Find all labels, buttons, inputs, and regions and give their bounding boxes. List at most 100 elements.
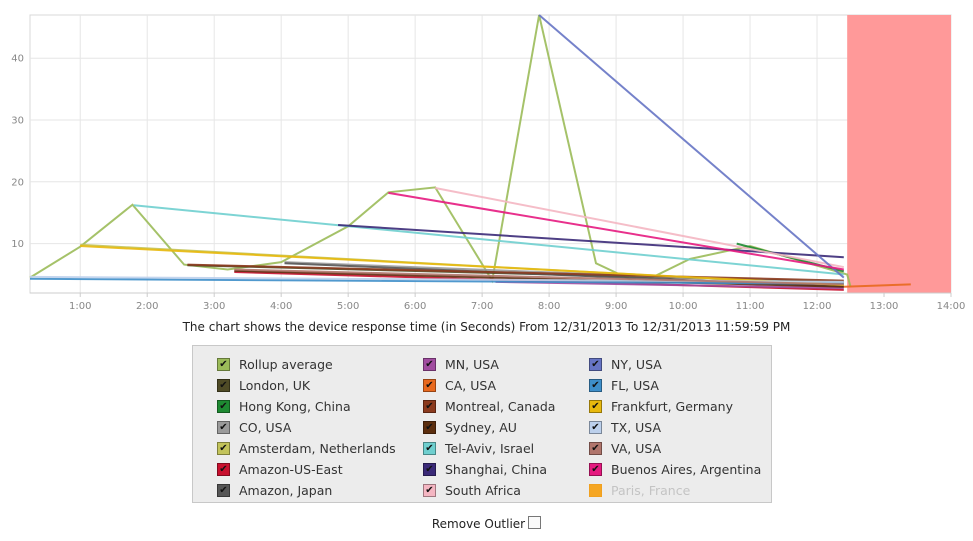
legend-checkbox-checked-icon[interactable]: ✔ [589,358,602,371]
remove-outlier-checkbox[interactable] [528,516,542,529]
y-tick-label: 20 [11,177,24,188]
legend-checkbox-checked-icon[interactable]: ✔ [589,442,602,455]
legend-item-buenos-aires-argentina[interactable]: ✔ Buenos Aires, Argentina [589,459,769,480]
legend-label: CA, USA [445,378,497,393]
legend-label: Amsterdam, Netherlands [239,441,396,456]
series-line-va-usa[interactable] [234,268,844,286]
y-tick-label: 40 [11,54,24,65]
series-line-buenos-aires-argentina[interactable] [388,191,844,271]
series-line-montreal-canada[interactable] [187,263,844,282]
legend-checkbox-checked-icon[interactable]: ✔ [589,421,602,434]
legend-checkbox-unchecked-icon[interactable] [589,484,602,497]
legend-label: FL, USA [611,378,659,393]
legend-item-amazon-us-east[interactable]: ✔ Amazon-US-East [217,459,423,480]
legend-checkbox-checked-icon[interactable]: ✔ [217,442,230,455]
x-tick-label: 2:00 [136,301,158,312]
legend-item-rollup-average[interactable]: ✔ Rollup average [217,354,423,375]
x-tick-label: 13:00 [870,301,899,312]
highlight-band [847,15,951,293]
series-line-south-africa[interactable] [435,187,844,269]
plot-area [29,14,952,294]
legend-item-tx-usa[interactable]: ✔ TX, USA [589,417,769,438]
series-line-sydney-au[interactable] [234,269,844,288]
legend-checkbox-checked-icon[interactable]: ✔ [589,379,602,392]
legend-checkbox-checked-icon[interactable]: ✔ [217,421,230,434]
chart-caption: The chart shows the device response time… [182,320,791,334]
legend-item-montreal-canada[interactable]: ✔ Montreal, Canada [423,396,589,417]
legend-item-hong-kong-china[interactable]: ✔ Hong Kong, China [217,396,423,417]
legend-item-ny-usa[interactable]: ✔ NY, USA [589,354,769,375]
x-tick-label: 8:00 [538,301,560,312]
legend-checkbox-checked-icon[interactable]: ✔ [217,484,230,497]
legend-checkbox-checked-icon[interactable]: ✔ [217,358,230,371]
legend-label: Montreal, Canada [445,399,556,414]
legend-label: MN, USA [445,357,499,372]
legend-label: VA, USA [611,441,662,456]
legend-label: NY, USA [611,357,662,372]
x-tick-label: 6:00 [404,301,426,312]
legend-checkbox-checked-icon[interactable]: ✔ [217,463,230,476]
legend-label: London, UK [239,378,311,393]
legend-item-va-usa[interactable]: ✔ VA, USA [589,438,769,459]
x-tick-label: 3:00 [203,301,225,312]
remove-outlier-label: Remove Outlier [431,517,526,531]
legend-label: Shanghai, China [445,462,548,477]
legend-item-co-usa[interactable]: ✔ CO, USA [217,417,423,438]
legend-label: Sydney, AU [445,420,517,435]
x-tick-label: 4:00 [270,301,292,312]
legend-label: CO, USA [239,420,292,435]
legend-checkbox-checked-icon[interactable]: ✔ [423,442,436,455]
legend-checkbox-checked-icon[interactable]: ✔ [423,400,436,413]
legend-item-fl-usa[interactable]: ✔ FL, USA [589,375,769,396]
legend-checkbox-checked-icon[interactable]: ✔ [589,463,602,476]
x-tick-label: 5:00 [337,301,359,312]
legend-item-amazon-japan[interactable]: ✔ Amazon, Japan [217,480,423,501]
legend-item-amsterdam-netherlands[interactable]: ✔ Amsterdam, Netherlands [217,438,423,459]
series-line-ca-usa[interactable] [843,283,911,288]
x-tick-label: 12:00 [803,301,832,312]
legend-label: Rollup average [239,357,333,372]
legend-checkbox-checked-icon[interactable]: ✔ [423,358,436,371]
legend-item-ca-usa[interactable]: ✔ CA, USA [423,375,589,396]
legend-label: Paris, France [611,483,691,498]
legend-checkbox-checked-icon[interactable]: ✔ [589,400,602,413]
highlight-band-rect [847,15,951,293]
plot-frame [29,14,952,294]
legend-item-london-uk[interactable]: ✔ London, UK [217,375,423,396]
series-line-frankfurt-germany[interactable] [80,245,844,286]
legend-label: Amazon, Japan [239,483,333,498]
legend-label: Hong Kong, China [239,399,351,414]
legend-label: Buenos Aires, Argentina [611,462,762,477]
legend-checkbox-checked-icon[interactable]: ✔ [423,484,436,497]
legend-item-mn-usa[interactable]: ✔ MN, USA [423,354,589,375]
legend-item-shanghai-china[interactable]: ✔ Shanghai, China [423,459,589,480]
x-tick-label: 1:00 [69,301,91,312]
legend-checkbox-checked-icon[interactable]: ✔ [217,379,230,392]
legend-item-paris-france[interactable]: Paris, France [589,480,769,501]
response-time-line-chart: 1:00 2:00 3:00 4:00 5:00 6:00 7:00 8:00 9:00 10:0… [11,14,966,312]
x-tick-label: 11:00 [736,301,765,312]
legend-label: South Africa [445,483,521,498]
legend-checkbox-checked-icon[interactable]: ✔ [423,379,436,392]
remove-outlier-control[interactable]: Remove Outlier [0,516,973,531]
legend-checkbox-checked-icon[interactable]: ✔ [217,400,230,413]
x-tick-label: 9:00 [605,301,627,312]
chart-legend: ✔ Rollup average ✔ MN, USA ✔ NY, USA ✔ London, … [192,345,772,503]
legend-checkbox-checked-icon[interactable]: ✔ [423,421,436,434]
legend-item-tel-aviv-israel[interactable]: ✔ Tel-Aviv, Israel [423,438,589,459]
series-line-fl-usa[interactable] [29,277,844,285]
series-line-shanghai-china[interactable] [338,224,844,259]
x-tick-label: 14:00 [937,301,966,312]
legend-checkbox-checked-icon[interactable]: ✔ [423,463,436,476]
series-line-rollup-average[interactable] [29,14,852,288]
series-line-tel-aviv-israel[interactable] [133,204,844,276]
series-line-ny-usa[interactable] [538,14,845,279]
legend-item-sydney-au[interactable]: ✔ Sydney, AU [423,417,589,438]
legend-item-south-africa[interactable]: ✔ South Africa [423,480,589,501]
x-tick-label: 10:00 [669,301,698,312]
y-tick-label: 30 [11,116,24,127]
legend-label: Frankfurt, Germany [611,399,734,414]
legend-item-frankfurt-germany[interactable]: ✔ Frankfurt, Germany [589,396,769,417]
legend-label: TX, USA [611,420,662,435]
series-lines [29,14,911,291]
